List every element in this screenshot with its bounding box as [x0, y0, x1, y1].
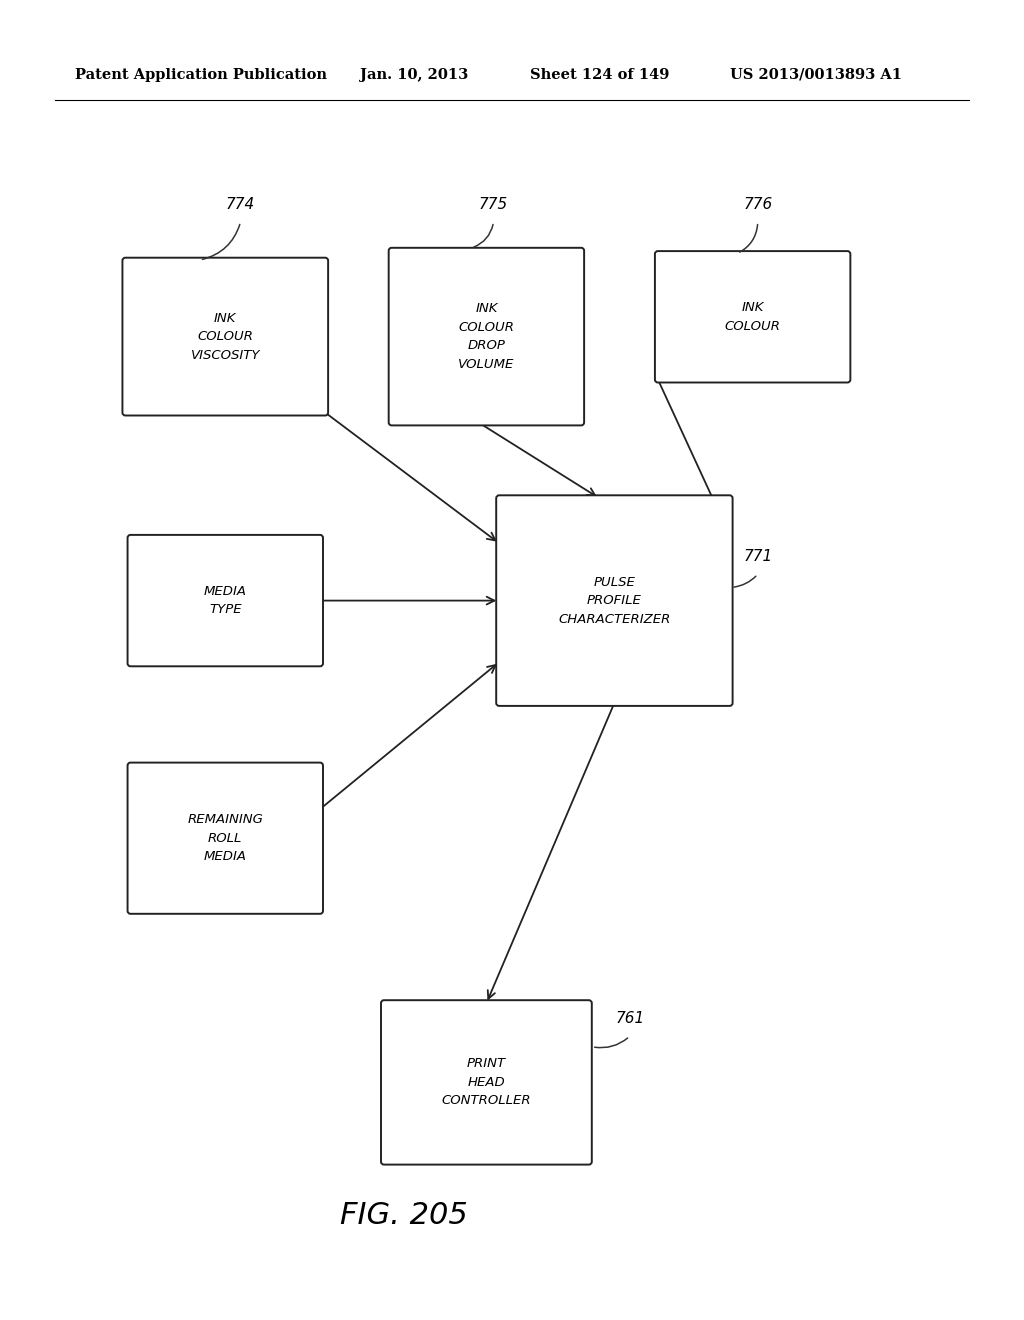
FancyBboxPatch shape: [497, 495, 732, 706]
Text: 761: 761: [615, 1011, 644, 1026]
Text: 774: 774: [226, 197, 255, 211]
Text: INK
COLOUR: INK COLOUR: [725, 301, 780, 333]
FancyBboxPatch shape: [128, 763, 323, 913]
Text: 775: 775: [479, 197, 508, 211]
Text: REMAINING
ROLL
MEDIA: REMAINING ROLL MEDIA: [187, 813, 263, 863]
Text: PRINT
HEAD
CONTROLLER: PRINT HEAD CONTROLLER: [441, 1057, 531, 1107]
Text: Patent Application Publication: Patent Application Publication: [75, 69, 327, 82]
Text: Sheet 124 of 149: Sheet 124 of 149: [530, 69, 670, 82]
Text: INK
COLOUR
VISCOSITY: INK COLOUR VISCOSITY: [190, 312, 260, 362]
Text: 776: 776: [743, 197, 772, 211]
Text: PULSE
PROFILE
CHARACTERIZER: PULSE PROFILE CHARACTERIZER: [558, 576, 671, 626]
Text: FIG. 205: FIG. 205: [340, 1200, 468, 1229]
Text: US 2013/0013893 A1: US 2013/0013893 A1: [730, 69, 902, 82]
FancyBboxPatch shape: [655, 251, 850, 383]
Text: Jan. 10, 2013: Jan. 10, 2013: [360, 69, 468, 82]
Text: MEDIA
TYPE: MEDIA TYPE: [204, 585, 247, 616]
FancyBboxPatch shape: [128, 535, 323, 667]
Text: INK
COLOUR
DROP
VOLUME: INK COLOUR DROP VOLUME: [458, 302, 515, 371]
FancyBboxPatch shape: [389, 248, 584, 425]
FancyBboxPatch shape: [381, 1001, 592, 1164]
Text: 771: 771: [743, 549, 772, 564]
FancyBboxPatch shape: [123, 257, 328, 416]
